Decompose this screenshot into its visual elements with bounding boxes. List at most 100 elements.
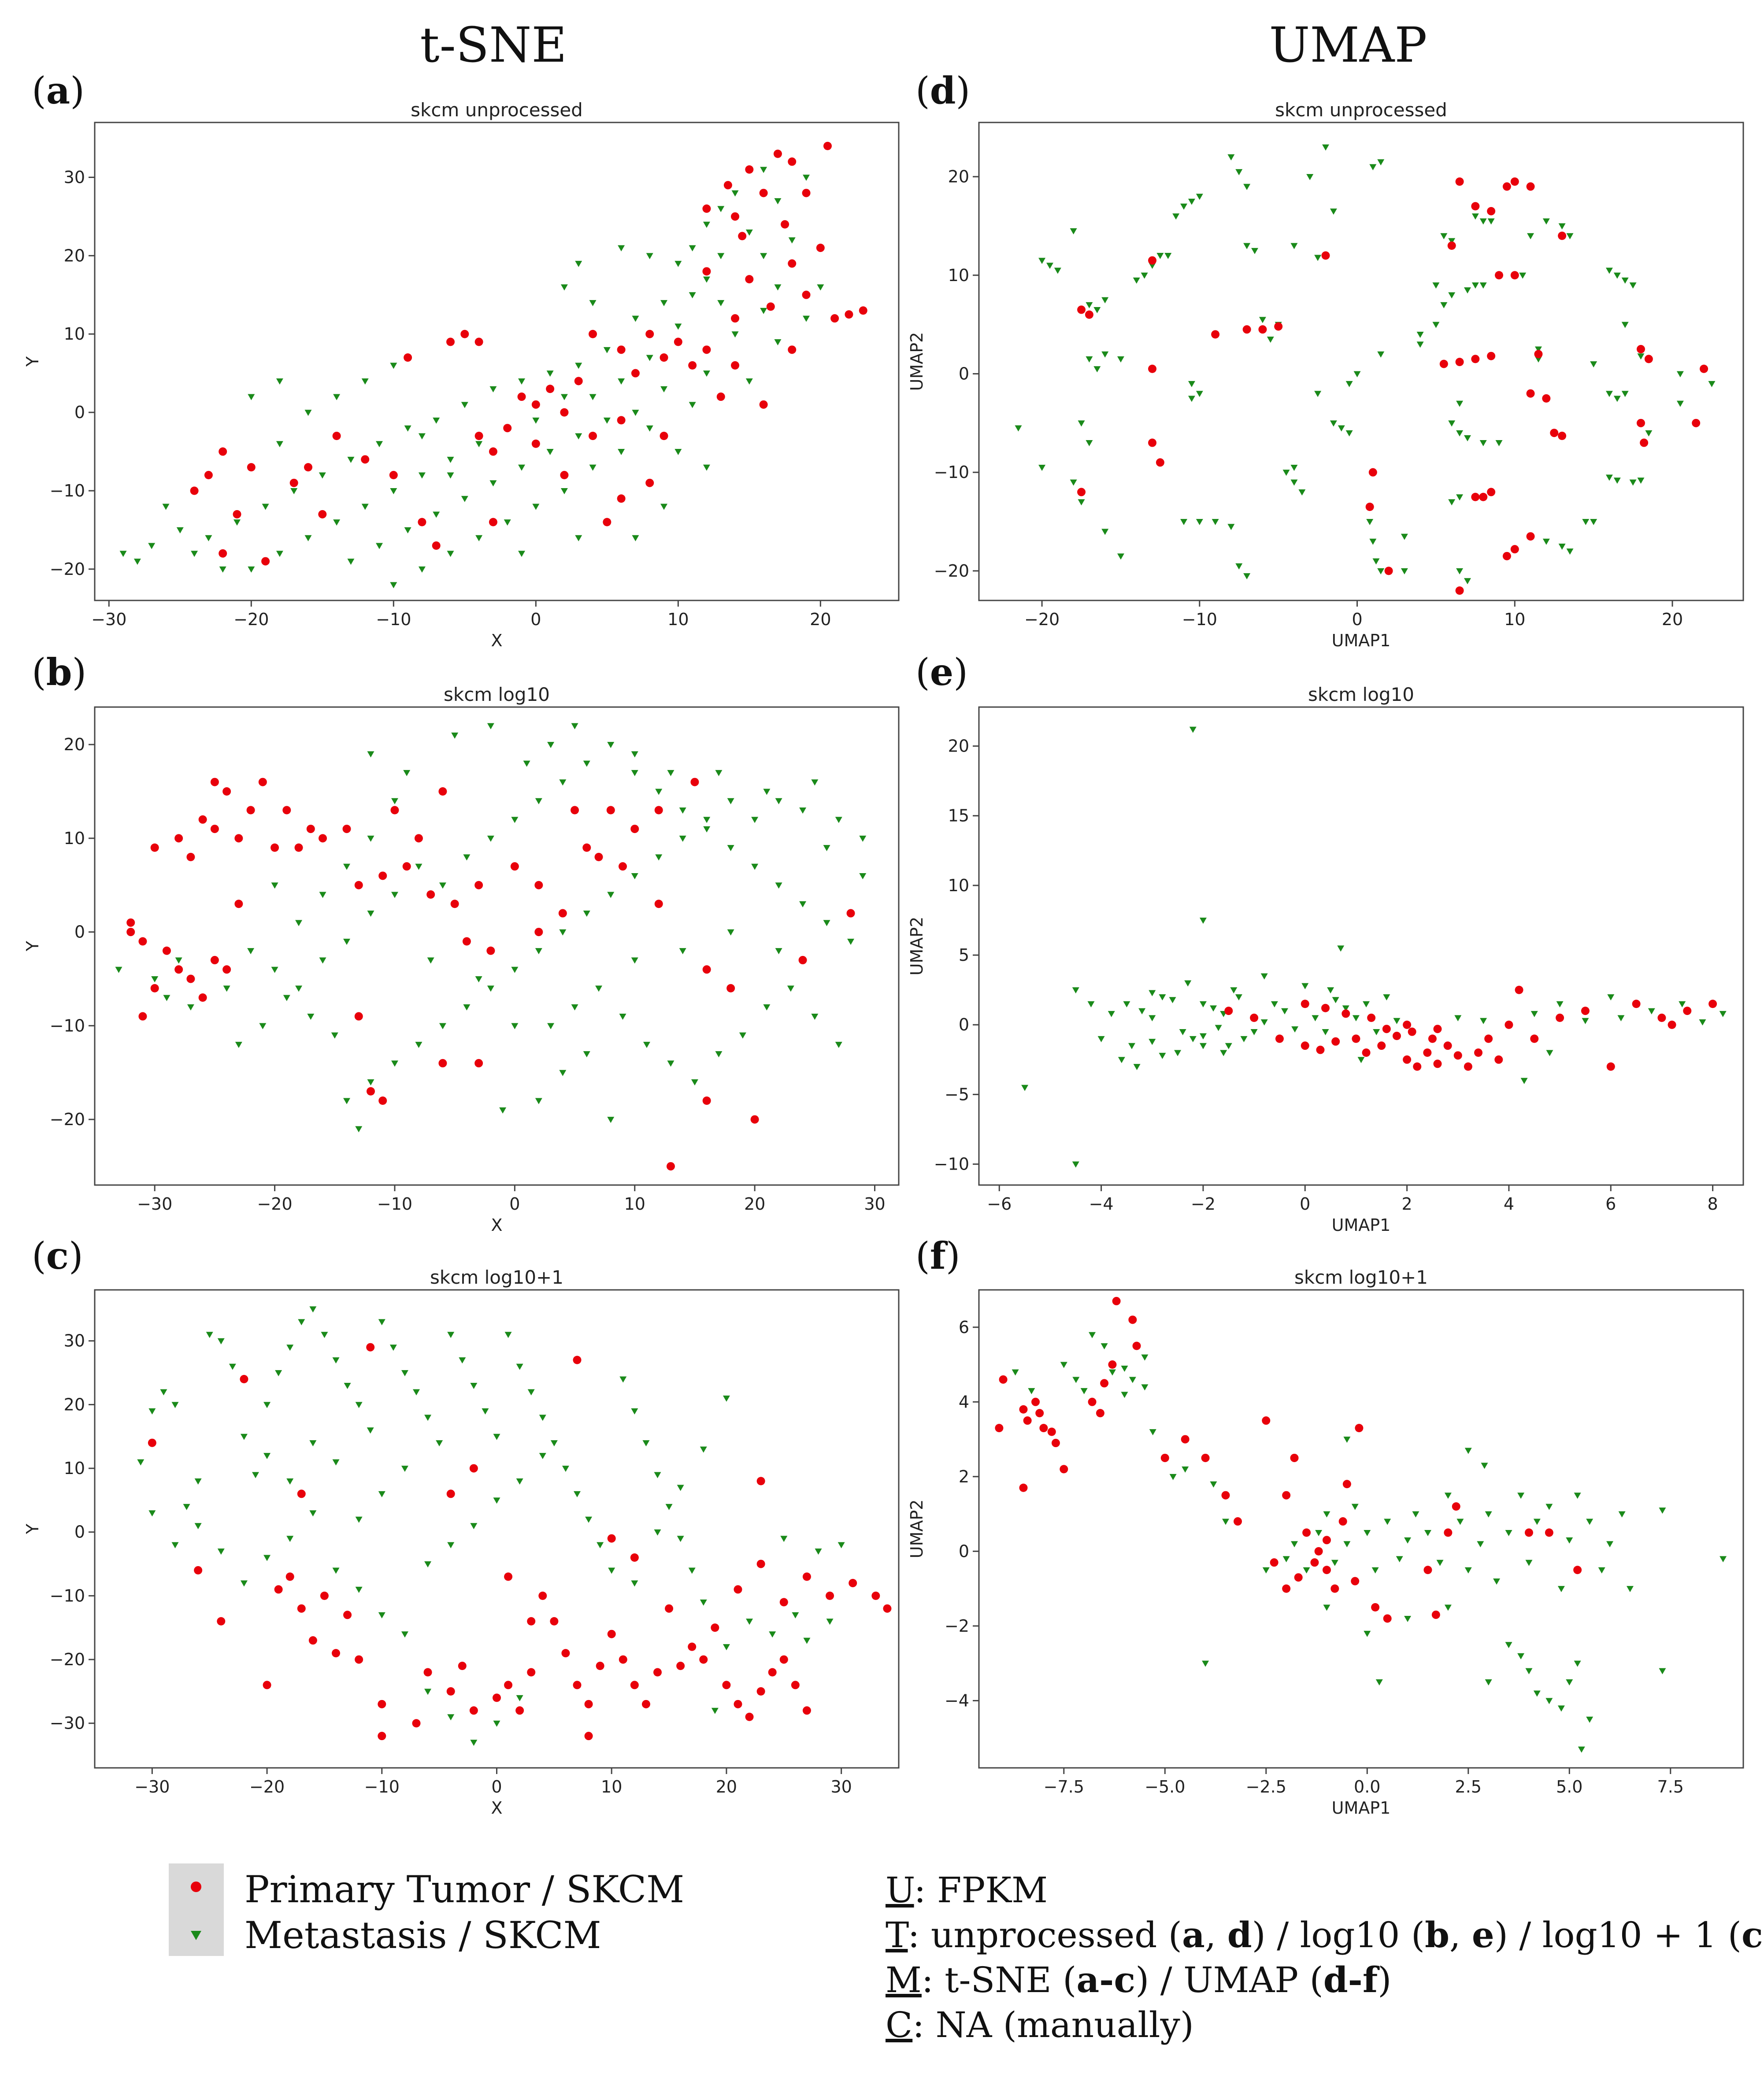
point-primary [603, 518, 611, 526]
point-primary [1201, 1453, 1210, 1462]
point-primary [271, 843, 279, 852]
point-metastasis [475, 441, 483, 448]
point-metastasis [1605, 267, 1613, 274]
point-primary [702, 345, 711, 354]
point-primary [174, 965, 183, 974]
point-primary [1636, 419, 1645, 427]
point-metastasis [603, 417, 611, 424]
point-metastasis [583, 911, 590, 917]
point-primary [1352, 1034, 1360, 1043]
panel-letter-open: ( [915, 1234, 930, 1278]
point-metastasis [1189, 726, 1197, 733]
point-metastasis [745, 230, 753, 236]
point-metastasis [1424, 1530, 1431, 1536]
point-primary [631, 369, 640, 378]
point-primary [318, 510, 327, 519]
x-tick-label: 2 [1402, 1194, 1412, 1214]
point-metastasis [404, 527, 411, 533]
point-metastasis [1108, 1369, 1116, 1376]
point-metastasis [447, 1542, 455, 1548]
point-metastasis [295, 985, 303, 992]
point-metastasis [1038, 464, 1046, 471]
y-axis-label: Y [23, 941, 42, 952]
point-metastasis [1259, 317, 1266, 323]
point-metastasis [547, 1023, 555, 1030]
point-metastasis [1281, 1008, 1288, 1015]
point-primary [332, 1649, 340, 1658]
point-primary [450, 900, 459, 908]
point-primary [1365, 502, 1374, 511]
point-metastasis [1141, 1384, 1149, 1391]
point-metastasis [171, 1402, 179, 1408]
point-metastasis [619, 1014, 626, 1020]
point-metastasis [1343, 1437, 1351, 1443]
point-metastasis [401, 1466, 408, 1472]
point-primary [222, 965, 231, 974]
point-metastasis [1607, 994, 1615, 1000]
point-metastasis [1590, 361, 1597, 368]
point-primary [571, 806, 579, 815]
point-primary [1039, 1424, 1048, 1433]
point-metastasis [1087, 1001, 1095, 1008]
point-metastasis [332, 1567, 340, 1574]
point-metastasis [1138, 1008, 1146, 1015]
series-metastasis [1012, 1332, 1727, 1753]
panel-letter-open: ( [32, 651, 46, 694]
point-primary [1342, 1009, 1350, 1018]
point-metastasis [240, 1580, 248, 1587]
point-metastasis [1493, 1578, 1501, 1585]
point-metastasis [424, 1415, 432, 1421]
point-metastasis [689, 245, 696, 252]
point-metastasis [1448, 238, 1456, 244]
point-primary [1433, 1059, 1442, 1068]
point-metastasis [319, 957, 326, 964]
panel-letter-open: ( [915, 651, 930, 694]
x-tick-label: 10 [624, 1194, 645, 1214]
point-primary [469, 1464, 478, 1473]
point-primary [531, 400, 540, 409]
point-metastasis [763, 1004, 771, 1011]
point-metastasis [1290, 479, 1298, 486]
point-primary [527, 1668, 536, 1677]
point-metastasis [307, 1014, 315, 1020]
point-primary [426, 890, 435, 899]
point-metastasis [451, 732, 459, 739]
point-metastasis [1117, 553, 1124, 560]
point-metastasis [1080, 1388, 1088, 1394]
header-umap: UMAP [1269, 17, 1427, 73]
point-primary [504, 1681, 513, 1689]
point-metastasis [205, 535, 212, 541]
point-metastasis [700, 1446, 707, 1453]
point-metastasis [1525, 1668, 1533, 1674]
point-primary [1413, 1062, 1422, 1071]
point-primary [702, 267, 711, 276]
x-tick-label: 30 [830, 1777, 852, 1796]
point-primary [1484, 1034, 1493, 1043]
note-t-sep3: , [1763, 1915, 1764, 1956]
point-primary [432, 541, 441, 550]
point-primary [1362, 1048, 1371, 1057]
point-primary [1301, 1000, 1309, 1008]
point-primary [830, 314, 839, 323]
point-primary [306, 825, 315, 833]
point-metastasis [1260, 973, 1268, 980]
point-metastasis [1199, 1043, 1207, 1049]
point-primary [1668, 1020, 1676, 1029]
point-metastasis [115, 967, 122, 973]
point-metastasis [263, 1555, 271, 1561]
point-metastasis [283, 995, 290, 1001]
point-metastasis [532, 417, 540, 424]
point-metastasis [539, 1415, 546, 1421]
x-tick-label: −30 [91, 610, 126, 629]
point-metastasis [539, 1453, 546, 1459]
point-primary [1640, 438, 1649, 447]
point-metastasis [1393, 1018, 1401, 1024]
point-metastasis [1444, 1604, 1452, 1611]
point-primary [194, 1566, 203, 1575]
point-metastasis [171, 1542, 179, 1548]
point-metastasis [823, 845, 830, 852]
point-primary [1444, 1528, 1453, 1537]
chart-title: skcm log10 [444, 684, 550, 705]
point-primary [1510, 177, 1519, 186]
point-metastasis [655, 854, 663, 861]
